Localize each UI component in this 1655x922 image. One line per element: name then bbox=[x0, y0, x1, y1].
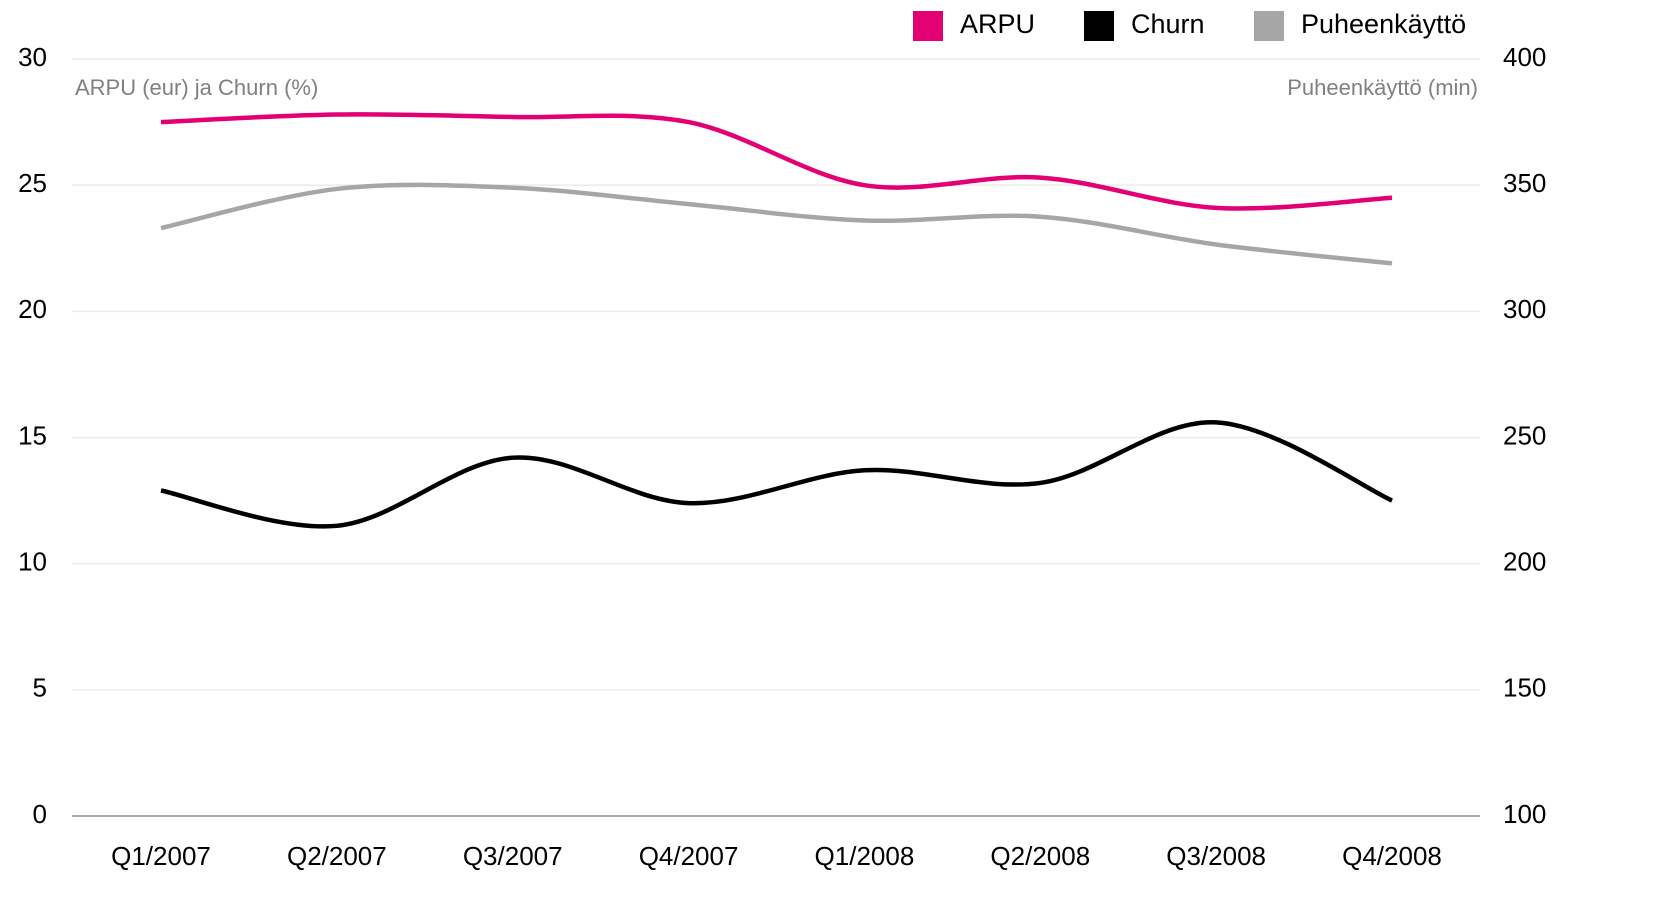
x-tick-label: Q2/2008 bbox=[990, 841, 1090, 871]
y-tick-label: 25 bbox=[18, 168, 47, 198]
y-axis-title: ARPU (eur) ja Churn (%) bbox=[75, 75, 318, 100]
y2-tick-label: 100 bbox=[1503, 799, 1546, 829]
legend-swatch bbox=[1084, 11, 1114, 41]
legend-label: ARPU bbox=[960, 9, 1035, 39]
legend-swatch bbox=[913, 11, 943, 41]
y-tick-label: 30 bbox=[18, 42, 47, 72]
legend-label: Churn bbox=[1131, 9, 1205, 39]
line bbox=[160, 182, 1393, 266]
y2-tick-label: 150 bbox=[1503, 673, 1546, 703]
y-tick-label: 5 bbox=[33, 673, 47, 703]
y-tick-label: 15 bbox=[18, 420, 47, 450]
y2-tick-label: 250 bbox=[1503, 420, 1546, 450]
line bbox=[160, 112, 1393, 211]
x-tick-label: Q2/2007 bbox=[287, 841, 387, 871]
x-tick-label: Q3/2007 bbox=[463, 841, 563, 871]
y2-axis-title: Puheenkäyttö (min) bbox=[1287, 75, 1478, 100]
legend-label: Puheenkäyttö bbox=[1301, 9, 1466, 39]
x-tick-label: Q4/2007 bbox=[639, 841, 739, 871]
legend-swatch bbox=[1254, 11, 1284, 41]
y2-tick-label: 400 bbox=[1503, 42, 1546, 72]
y2-tick-label: 300 bbox=[1503, 294, 1546, 324]
x-tick-label: Q1/2007 bbox=[111, 841, 211, 871]
y-tick-label: 0 bbox=[33, 799, 47, 829]
y2-tick-label: 200 bbox=[1503, 547, 1546, 577]
x-tick-label: Q1/2008 bbox=[815, 841, 915, 871]
line bbox=[160, 420, 1393, 529]
y2-tick-label: 350 bbox=[1503, 168, 1546, 198]
y-tick-label: 10 bbox=[18, 547, 47, 577]
x-tick-label: Q4/2008 bbox=[1342, 841, 1442, 871]
x-tick-label: Q3/2008 bbox=[1166, 841, 1266, 871]
y-tick-label: 20 bbox=[18, 294, 47, 324]
